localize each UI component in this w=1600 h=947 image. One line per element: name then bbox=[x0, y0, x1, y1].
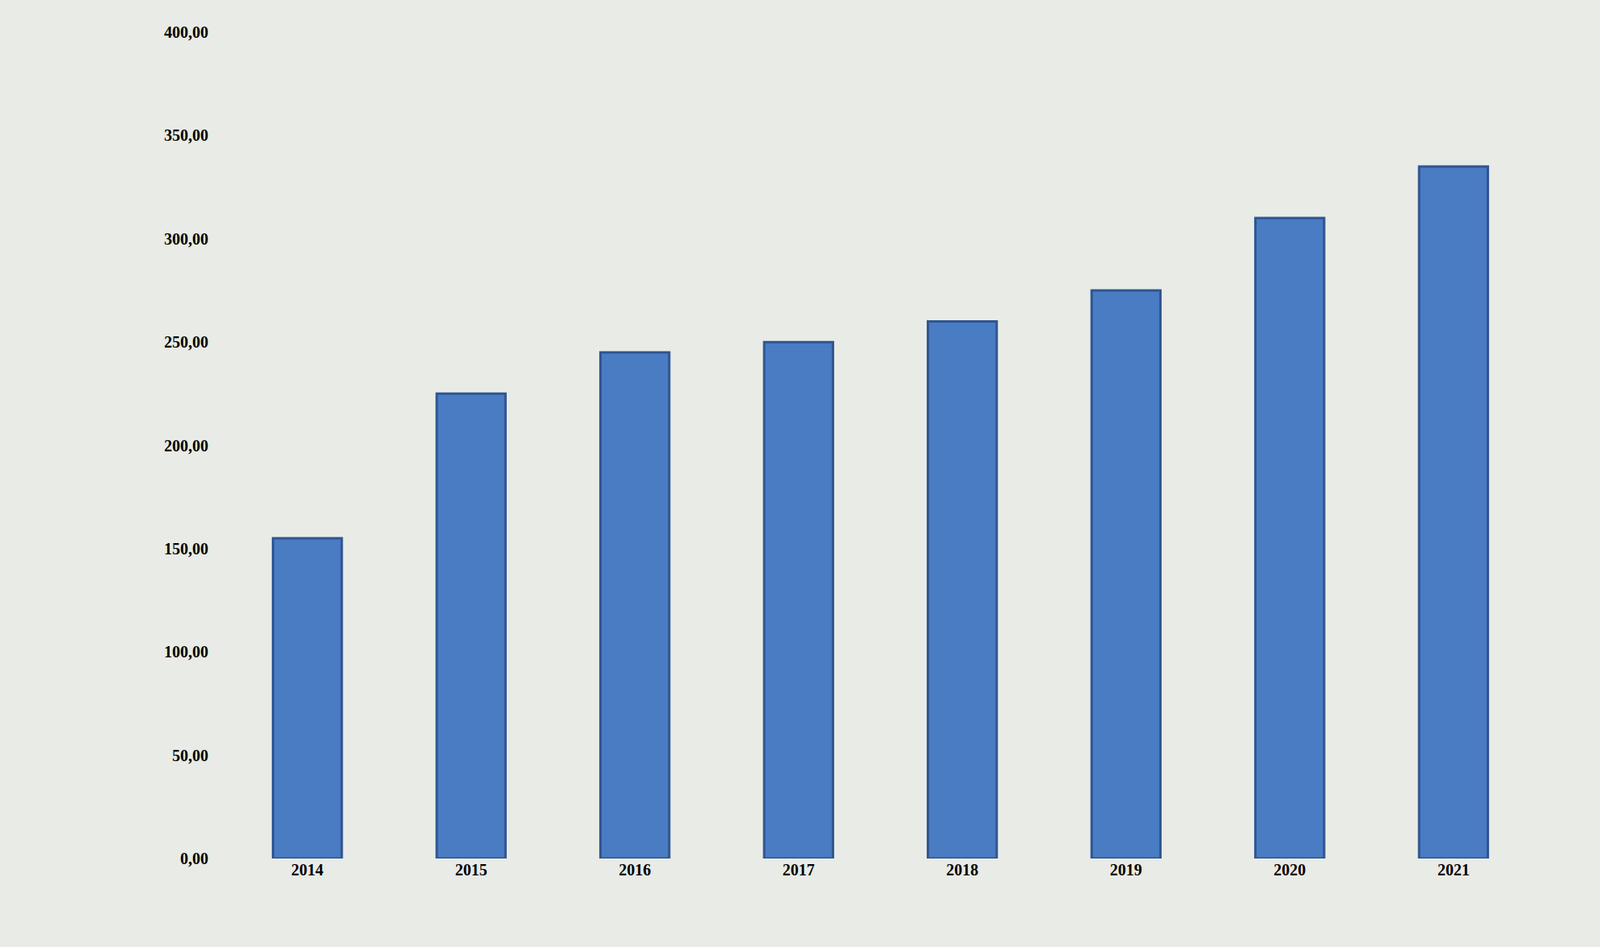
svg-text:150,00: 150,00 bbox=[164, 539, 209, 558]
svg-text:2014: 2014 bbox=[291, 860, 324, 879]
svg-text:2020: 2020 bbox=[1273, 860, 1306, 879]
svg-text:2019: 2019 bbox=[1110, 860, 1143, 879]
svg-text:200,00: 200,00 bbox=[164, 436, 209, 455]
svg-text:2016: 2016 bbox=[618, 860, 651, 879]
svg-text:300,00: 300,00 bbox=[164, 230, 209, 248]
svg-text:350,00: 350,00 bbox=[164, 126, 209, 144]
svg-text:2018: 2018 bbox=[946, 860, 979, 879]
svg-text:2021: 2021 bbox=[1437, 860, 1470, 879]
svg-text:250,00: 250,00 bbox=[164, 333, 209, 351]
svg-text:2017: 2017 bbox=[782, 860, 815, 879]
svg-text:2015: 2015 bbox=[455, 860, 488, 879]
svg-text:100,00: 100,00 bbox=[164, 642, 209, 661]
svg-text:0,00: 0,00 bbox=[180, 849, 209, 868]
svg-text:50,00: 50,00 bbox=[172, 746, 209, 765]
svg-text:400,00: 400,00 bbox=[164, 23, 209, 42]
